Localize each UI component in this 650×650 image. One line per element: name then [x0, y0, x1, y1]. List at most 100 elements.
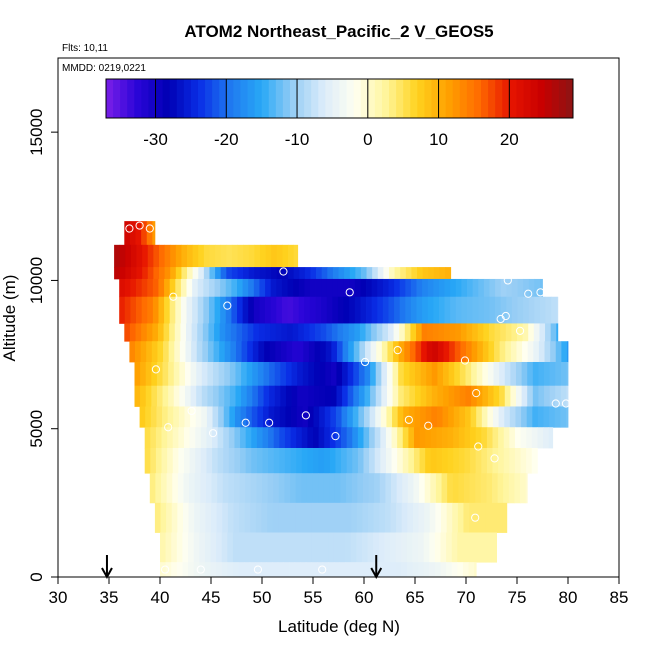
heatmap-cell — [341, 427, 348, 449]
heatmap-cell — [265, 267, 272, 280]
heatmap-cell — [492, 427, 499, 449]
heatmap-cell — [477, 323, 484, 342]
heatmap-cell — [431, 385, 438, 407]
heatmap-cell — [511, 278, 518, 298]
observation-point — [208, 429, 218, 438]
heatmap-cell — [532, 385, 539, 407]
heatmap-cell — [240, 447, 247, 474]
heatmap-cell — [419, 473, 426, 504]
heatmap-cell — [435, 502, 442, 533]
heatmap-cell — [257, 406, 264, 428]
heatmap-cell — [526, 447, 533, 474]
heatmap-cell — [274, 406, 281, 428]
x-tick-label: 50 — [253, 588, 272, 607]
heatmap-cell — [433, 278, 440, 298]
heatmap-cell — [532, 361, 539, 387]
heatmap-cell — [142, 244, 149, 268]
heatmap-cell — [385, 427, 392, 449]
heatmap-cell — [285, 406, 292, 428]
heatmap-cell — [464, 427, 471, 449]
heatmap-cell — [369, 447, 376, 474]
heatmap-cell — [316, 267, 323, 280]
observation-point — [223, 301, 232, 310]
heatmap-cell — [425, 406, 432, 428]
heatmap-cell — [343, 278, 350, 298]
heatmap-cell — [318, 447, 325, 474]
heatmap-cell — [226, 267, 233, 280]
heatmap-cell — [190, 406, 197, 428]
heatmap-cell — [461, 278, 468, 298]
heatmap-cell — [418, 532, 425, 563]
heatmap-cell — [521, 385, 528, 407]
heatmap-cell — [284, 473, 291, 504]
heatmap-cell — [249, 532, 256, 563]
heatmap-cell — [478, 278, 485, 298]
heatmap-cell — [566, 385, 569, 407]
heatmap-cell — [451, 532, 458, 563]
heatmap-cell — [189, 473, 196, 504]
colorbar-swatch — [445, 79, 454, 118]
heatmap-cell — [244, 562, 251, 578]
heatmap-cell — [175, 278, 182, 298]
heatmap-cell — [169, 296, 176, 324]
heatmap-cell — [396, 473, 403, 504]
heatmap-cell — [223, 406, 230, 428]
heatmap-cell — [181, 244, 188, 268]
observation-point — [187, 406, 196, 416]
heatmap-cell — [224, 341, 231, 363]
heatmap-cell — [225, 296, 232, 324]
heatmap-cell — [141, 221, 148, 246]
heatmap-cell — [392, 385, 399, 407]
heatmap-cell — [264, 323, 271, 342]
heatmap-cell — [274, 385, 281, 407]
heatmap-cell — [299, 267, 306, 280]
heatmap-cell — [405, 278, 412, 298]
observation-point — [471, 513, 480, 522]
heatmap-cell — [203, 296, 210, 324]
heatmap-cell — [448, 385, 455, 407]
heatmap-cell — [352, 427, 359, 449]
heatmap-cell — [384, 502, 391, 533]
heatmap-cell — [409, 341, 416, 363]
heatmap-cell — [374, 473, 381, 504]
heatmap-cell — [197, 278, 204, 298]
heatmap-cell — [322, 532, 329, 563]
heatmap-cell — [196, 361, 203, 387]
heatmap-cell — [174, 341, 181, 363]
observation-point — [145, 224, 154, 233]
heatmap-cell — [386, 385, 393, 407]
heatmap-cell — [345, 562, 352, 578]
heatmap-cell — [151, 341, 158, 363]
heatmap-cell — [455, 296, 462, 324]
heatmap-cell — [267, 502, 274, 533]
colorbar-swatch — [190, 79, 199, 118]
heatmap-cell — [533, 341, 540, 363]
heatmap-cell — [362, 473, 369, 504]
x-axis: 30 35 40 45 50 55 60 65 70 75 80 85 — [49, 577, 628, 607]
heatmap-cell — [380, 447, 387, 474]
heatmap-cell — [415, 361, 422, 387]
observation-point — [490, 454, 499, 463]
heatmap-cell — [308, 341, 315, 363]
x-tick-label: 40 — [151, 588, 170, 607]
heatmap-cell — [167, 427, 174, 449]
heatmap-cell — [182, 532, 189, 563]
heatmap-cell — [555, 361, 562, 387]
heatmap-cell — [544, 361, 551, 387]
observation-point — [135, 221, 144, 230]
heatmap-cell — [480, 502, 487, 533]
heatmap-cell — [295, 473, 302, 504]
heatmap-cell — [271, 267, 278, 280]
heatmap-cell — [539, 278, 543, 298]
heatmap-cell — [492, 473, 499, 504]
heatmap-cell — [385, 473, 392, 504]
heatmap-cell — [167, 406, 174, 428]
heatmap-cell — [136, 278, 143, 298]
heatmap-cell — [251, 447, 258, 474]
heatmap-cell — [354, 296, 361, 324]
colorbar-swatch — [459, 79, 468, 118]
heatmap-cell — [523, 278, 530, 298]
observation-point — [241, 418, 250, 427]
heatmap-cell — [228, 447, 235, 474]
latitude-arrows — [101, 555, 383, 580]
